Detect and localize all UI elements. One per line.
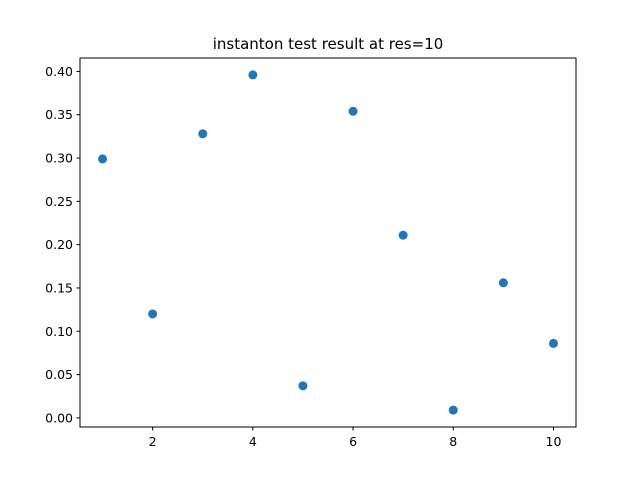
x-tick-label: 6 xyxy=(349,434,357,449)
y-tick-label: 0.35 xyxy=(45,107,73,122)
y-tick-label: 0.30 xyxy=(45,151,73,166)
x-tick-label: 4 xyxy=(249,434,257,449)
x-tick-label: 10 xyxy=(546,434,562,449)
x-tick-label: 2 xyxy=(149,434,157,449)
y-tick-label: 0.00 xyxy=(45,410,73,425)
x-tick-label: 8 xyxy=(449,434,457,449)
y-tick-label: 0.25 xyxy=(45,194,73,209)
y-axis-ticks: 0.00 0.05 0.10 0.15 0.20 0.25 0.30 0.35 0.40 xyxy=(45,64,80,425)
data-point xyxy=(298,381,308,391)
data-points xyxy=(98,70,558,415)
y-tick-label: 0.05 xyxy=(45,367,73,382)
data-point xyxy=(198,129,208,139)
data-point xyxy=(398,230,408,240)
y-tick-label: 0.20 xyxy=(45,237,73,252)
y-tick-label: 0.40 xyxy=(45,64,73,79)
plot-frame xyxy=(79,57,577,428)
y-tick-label: 0.10 xyxy=(45,324,73,339)
data-point xyxy=(348,106,358,116)
data-point xyxy=(248,70,258,80)
data-point xyxy=(498,278,508,288)
data-point xyxy=(548,338,558,348)
chart-title: instanton test result at res=10 xyxy=(213,35,444,53)
x-axis-ticks: 2 4 6 8 10 xyxy=(149,427,562,449)
y-tick-label: 0.15 xyxy=(45,280,73,295)
data-point xyxy=(448,405,458,415)
data-point xyxy=(148,309,158,319)
data-point xyxy=(98,154,108,164)
